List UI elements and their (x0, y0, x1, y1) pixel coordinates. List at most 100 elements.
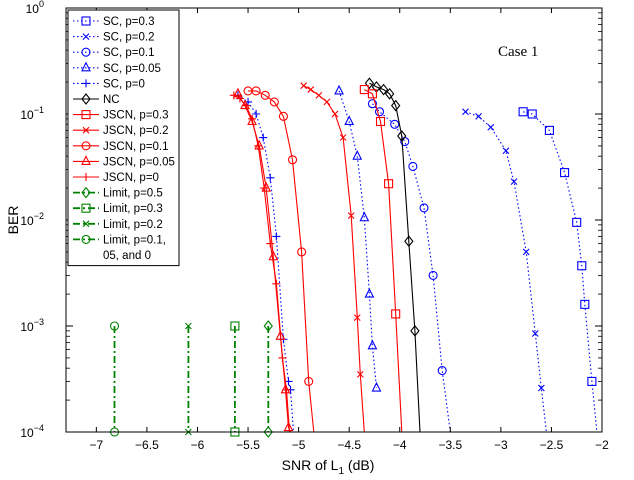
data-point (184, 322, 192, 330)
data-point (344, 115, 355, 126)
series-jscn-p-0-2 (300, 82, 365, 433)
data-point (560, 168, 570, 178)
data-point (502, 147, 510, 155)
data-point (572, 217, 582, 227)
data-point (544, 125, 554, 135)
data-point (359, 211, 370, 222)
legend-entry: Limit, p=0.1, 05, and 0 (73, 234, 166, 262)
legend-marker (81, 155, 91, 165)
legend-label: SC, p=0.2 (103, 32, 154, 44)
data-point (109, 321, 120, 331)
legend-entry: JSCN, p=0 (73, 172, 159, 184)
y-tick-label: 10−2 (20, 211, 44, 228)
data-point (263, 320, 273, 332)
data-point (367, 339, 378, 350)
data-point (230, 321, 240, 331)
series-sc-p-0-2 (462, 108, 547, 433)
series-line (522, 111, 598, 433)
series-limit-p-0-3 (230, 321, 240, 437)
data-point (580, 299, 590, 309)
data-point (287, 155, 298, 165)
data-point (278, 353, 287, 362)
x-tick-label: −4 (393, 438, 407, 452)
series-limit-p-0-5 (263, 320, 273, 438)
data-point (268, 250, 279, 261)
data-point (428, 270, 438, 280)
data-point (266, 239, 275, 248)
data-point (367, 99, 377, 109)
x-tick-label: −2 (595, 438, 609, 452)
data-point (240, 99, 250, 110)
data-point (390, 99, 401, 112)
legend-entry: Limit, p=0.3 (73, 203, 163, 215)
y-tick-label: 100 (26, 0, 44, 16)
legend-marker (82, 173, 90, 181)
data-point (371, 381, 382, 392)
data-point (384, 87, 395, 100)
data-point (510, 178, 518, 186)
x-tick-label: −3 (494, 438, 508, 452)
data-point (315, 91, 323, 99)
legend-marker (81, 203, 91, 213)
legend-entry: SC, p=0.3 (73, 16, 154, 28)
legend-marker (81, 141, 91, 151)
series-line (364, 89, 403, 433)
data-point (537, 384, 545, 392)
series-line (371, 103, 451, 433)
x-tick-label: −4.5 (337, 438, 361, 452)
data-point (259, 133, 268, 142)
data-point (419, 203, 429, 213)
legend-marker (82, 126, 90, 134)
x-tick-label: −5.5 (236, 438, 260, 452)
x-tick-label: −7 (89, 438, 103, 452)
data-point (384, 179, 394, 189)
series-line (465, 111, 547, 433)
data-point (304, 376, 314, 386)
legend-entry: Limit, p=0.5 (73, 186, 163, 200)
data-point (347, 212, 355, 220)
data-point (531, 330, 539, 337)
data-point (356, 370, 364, 378)
legend-label: NC (103, 94, 120, 106)
x-tick-label: −3.5 (438, 438, 462, 452)
data-point (527, 109, 537, 119)
data-point (364, 77, 375, 90)
data-point (522, 248, 530, 256)
data-point (235, 94, 244, 103)
x-tick-label: −6 (191, 438, 205, 452)
legend-marker (81, 234, 91, 244)
data-point (518, 107, 528, 117)
legend-label: 05, and 0 (103, 250, 151, 262)
legend-label: SC, p=0 (103, 78, 145, 90)
y-axis-label: BER (5, 206, 21, 235)
data-point (339, 134, 347, 141)
series-sc-p-0-1 (367, 99, 451, 433)
series-nc (364, 77, 421, 433)
data-point (367, 89, 377, 99)
data-point (229, 91, 238, 100)
legend-label: Limit, p=0.1, (103, 234, 166, 246)
series-limit-p-0-2 (184, 322, 192, 436)
data-point (252, 110, 261, 118)
data-point (475, 112, 483, 120)
data-point (364, 287, 375, 298)
data-point (248, 114, 257, 123)
legend-label: Limit, p=0.2 (103, 219, 163, 231)
legend-label: JSCN, p=0 (103, 172, 159, 184)
data-point (323, 98, 331, 106)
data-point (352, 149, 363, 160)
data-point (242, 101, 251, 110)
data-point (278, 111, 288, 121)
series-line (303, 85, 365, 433)
data-point (282, 385, 291, 394)
legend-entry: JSCN, p=0.1 (73, 141, 169, 153)
series-line (237, 93, 292, 433)
legend-marker (82, 33, 90, 40)
legend-entry: JSCN, p=0.3 (73, 110, 169, 122)
legend-entry: Limit, p=0.2 (73, 219, 163, 231)
legend-label: SC, p=0.3 (103, 16, 154, 28)
legend-label: JSCN, p=0.3 (103, 110, 169, 122)
data-point (587, 376, 597, 386)
data-point (334, 84, 344, 95)
